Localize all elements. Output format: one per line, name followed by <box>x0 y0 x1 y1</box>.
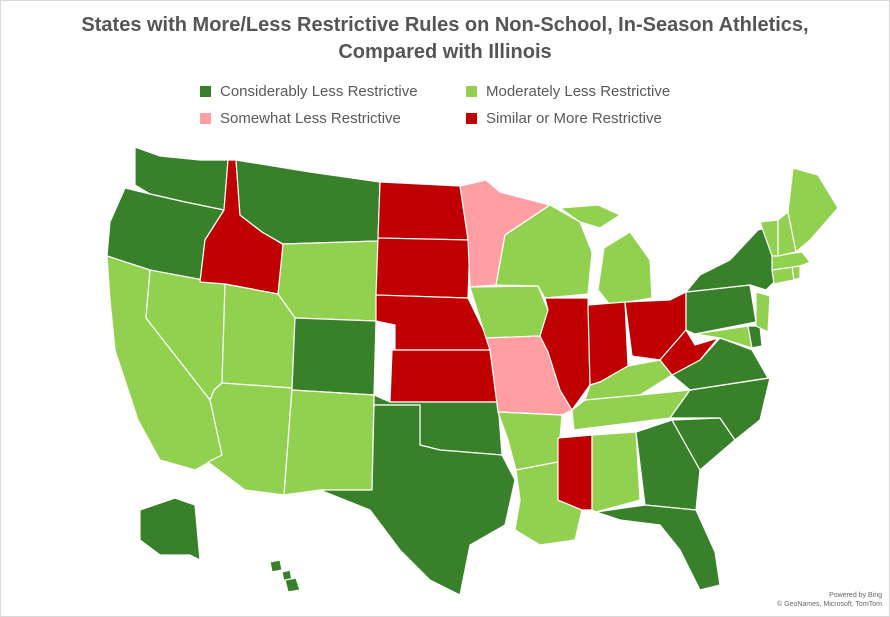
legend-item-somewhat: Somewhat Less Restrictive <box>200 110 466 127</box>
legend-item-considerably: Considerably Less Restrictive <box>200 83 466 100</box>
legend-label-similar: Similar or More Restrictive <box>486 110 662 127</box>
legend-swatch-somewhat <box>200 113 211 124</box>
state-hi-1 <box>269 559 283 573</box>
state-mi <box>597 231 653 306</box>
state-nj <box>755 291 771 333</box>
state-me <box>787 167 839 253</box>
map-title: States with More/Less Restrictive Rules … <box>0 12 890 66</box>
legend-swatch-moderately <box>466 86 477 97</box>
legend-label-somewhat: Somewhat Less Restrictive <box>220 110 401 127</box>
map-title-line-1: States with More/Less Restrictive Rules … <box>81 14 809 36</box>
state-wy <box>277 240 379 322</box>
map-title-line-2: Compared with Illinois <box>338 41 552 63</box>
state-ma <box>771 251 811 271</box>
legend-swatch-similar <box>466 113 477 124</box>
map-attribution: Powered by Bing © GeoNames, Microsoft, T… <box>777 591 882 609</box>
state-al <box>591 431 641 513</box>
state-ne <box>375 294 491 351</box>
legend-row-1: Considerably Less Restrictive Moderately… <box>200 78 700 105</box>
state-mi-upper <box>559 204 621 229</box>
state-nd <box>377 181 471 241</box>
legend-label-moderately: Moderately Less Restrictive <box>486 83 671 100</box>
state-az <box>207 382 293 496</box>
legend-item-similar: Similar or More Restrictive <box>466 110 662 127</box>
legend-row-2: Somewhat Less Restrictive Similar or Mor… <box>200 105 700 132</box>
legend-item-moderately: Moderately Less Restrictive <box>466 83 670 100</box>
state-sd <box>375 237 471 299</box>
attribution-line-2: © GeoNames, Microsoft, TomTom <box>777 601 882 608</box>
legend-label-considerably: Considerably Less Restrictive <box>220 83 418 100</box>
state-fl <box>595 504 721 591</box>
state-ms <box>557 434 593 511</box>
state-co <box>291 317 377 396</box>
us-map <box>0 135 890 605</box>
state-ks <box>389 349 499 403</box>
state-ar <box>497 411 563 471</box>
attribution-line-1: Powered by Bing <box>829 592 882 599</box>
state-tx <box>319 404 516 596</box>
state-wi <box>495 204 593 299</box>
state-hi-3 <box>284 577 301 593</box>
legend-swatch-considerably <box>200 86 211 97</box>
state-nm <box>283 389 375 496</box>
state-ri <box>791 265 801 281</box>
legend: Considerably Less Restrictive Moderately… <box>200 78 700 132</box>
state-ak <box>139 497 211 566</box>
state-ny <box>685 225 777 293</box>
